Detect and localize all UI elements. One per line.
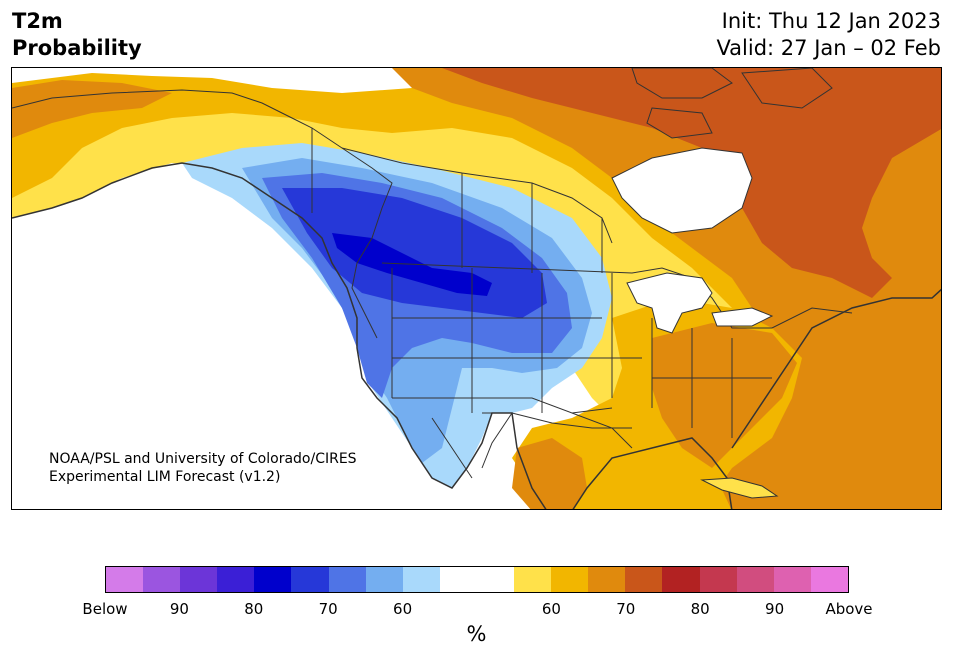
colorbar-segment [143,567,181,592]
colorbar-tick-label: Above [825,600,873,618]
southeast-us-orange [652,323,797,468]
colorbar-segment [439,567,477,592]
colorbar-segment [699,567,737,592]
colorbar-segment [328,567,366,592]
map-title-line1: T2m [12,9,63,33]
colorbar-segment [810,567,848,592]
colorbar-unit: % [466,622,487,646]
colorbar-tick-label: 70 [616,600,636,618]
great-lakes [626,272,774,334]
colorbar-segment [588,567,626,592]
colorbar-segment [514,567,552,592]
colorbar-tick-label: 60 [393,600,413,618]
colorbar-segment [625,567,663,592]
colorbar-segment [662,567,700,592]
colorbar-tick-label: 60 [541,600,561,618]
colorbar-segment [773,567,811,592]
valid-date: Valid: 27 Jan – 02 Feb [716,36,941,60]
colorbar-tick-label: 80 [690,600,710,618]
canada-red-orange-region [442,68,941,298]
credit-line2: Experimental LIM Forecast (v1.2) [49,469,281,485]
map-title-line2: Probability [12,36,142,60]
colorbar-segment [291,567,329,592]
forecast-dates: Init: Thu 12 Jan 2023 Valid: 27 Jan – 02… [716,8,941,62]
probability-colorbar [105,566,849,593]
alaska-orange-west [12,80,172,138]
colorbar-tick-label: 90 [169,600,189,618]
credit-line1: NOAA/PSL and University of Colorado/CIRE… [49,451,357,467]
colorbar-tick-label: Below [82,600,128,618]
probability-map [12,68,941,509]
colorbar-segment [217,567,255,592]
colorbar-segment [736,567,774,592]
mexico-orange [512,438,587,509]
init-date: Init: Thu 12 Jan 2023 [721,9,941,33]
colorbar-segment [476,567,515,592]
hudson-bay [611,147,753,234]
colorbar-segment [402,567,440,592]
colorbar-segment [106,567,144,592]
colorbar-segment [180,567,218,592]
colorbar-segment [551,567,589,592]
colorbar-tick-label: 90 [765,600,785,618]
map-panel [11,67,942,510]
colorbar-segment [254,567,292,592]
colorbar-tick-label: 80 [244,600,264,618]
map-title: T2m Probability [12,8,142,62]
cuba [700,477,779,499]
colorbar-tick-label: 70 [318,600,338,618]
arctic-islands [631,68,833,139]
colorbar-ticks: Below 90 80 70 60 60 70 80 90 Above [82,600,872,618]
colorbar-segment [365,567,403,592]
coastline [12,162,941,509]
map-credit: NOAA/PSL and University of Colorado/CIRE… [49,450,357,486]
